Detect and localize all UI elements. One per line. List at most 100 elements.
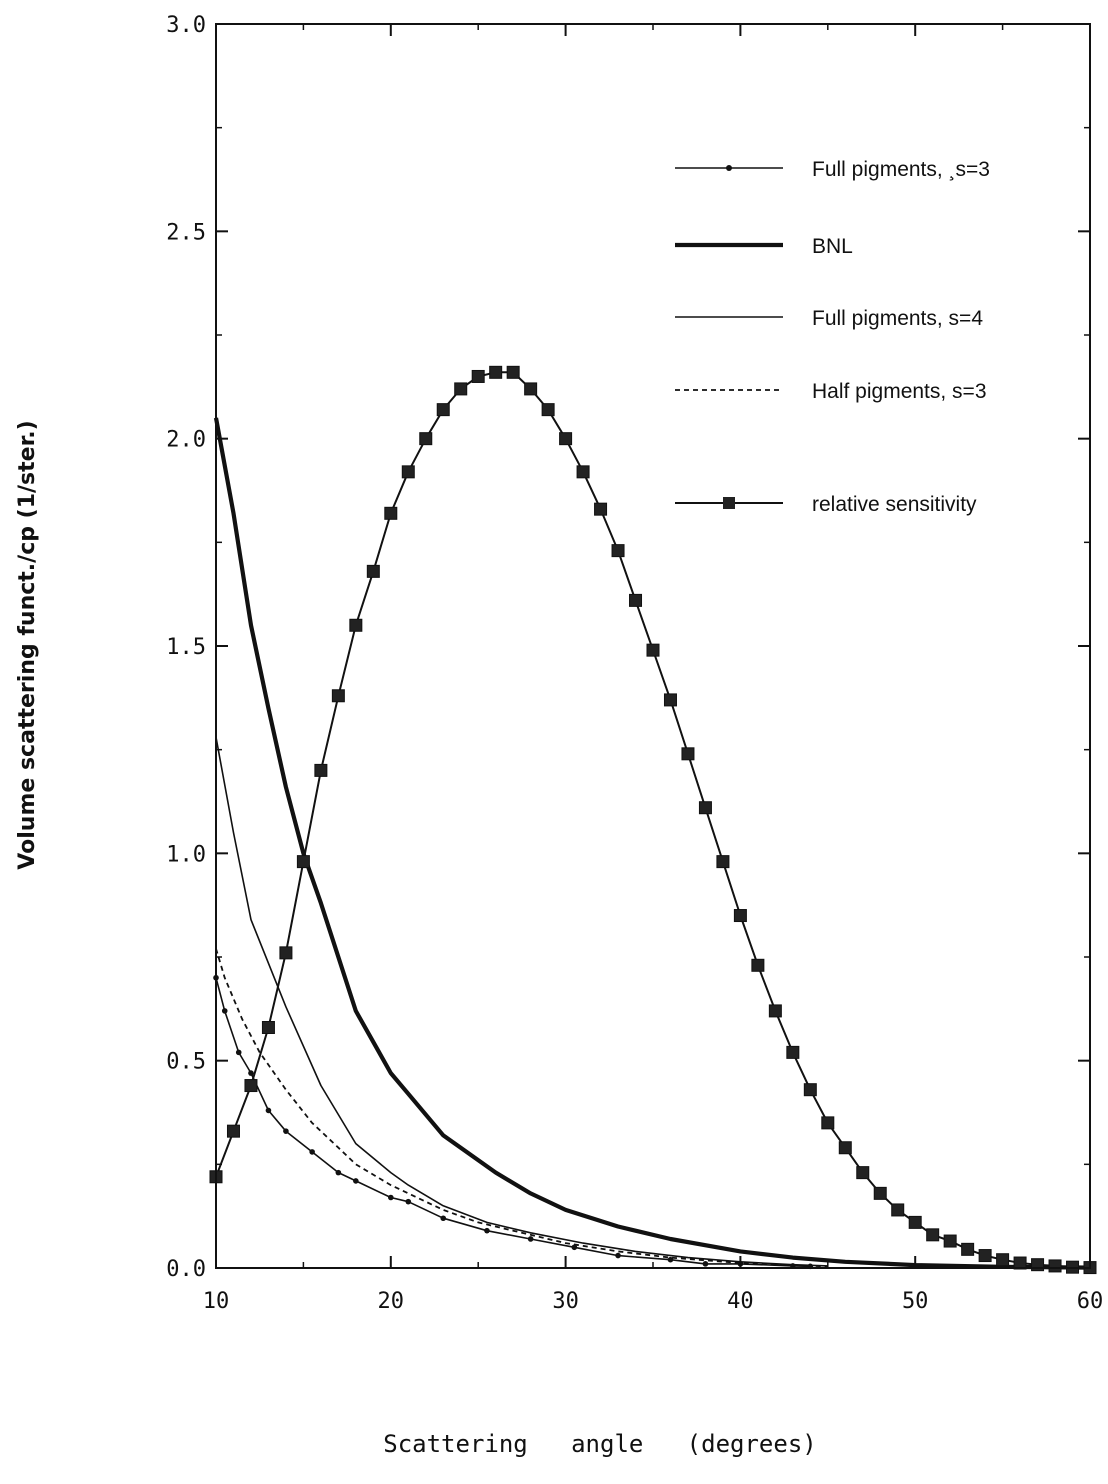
- x-tick-label: 20: [378, 1289, 405, 1314]
- data-point-square: [978, 1249, 992, 1263]
- y-tick-label: 3.0: [166, 13, 206, 38]
- data-point-dot: [615, 1252, 621, 1259]
- data-point-square: [489, 365, 503, 379]
- data-point-dot: [353, 1178, 359, 1184]
- data-point-dot: [484, 1227, 490, 1234]
- data-point-square: [821, 1116, 835, 1130]
- data-point-square: [349, 618, 363, 632]
- legend-label: Full pigments, ¸s=3: [812, 158, 990, 181]
- data-point-square: [1013, 1256, 1027, 1270]
- data-point-dot: [283, 1128, 289, 1134]
- legend-item: BNL: [675, 235, 853, 258]
- data-point-square: [471, 369, 485, 383]
- data-point-square: [454, 382, 468, 396]
- data-point-square: [996, 1253, 1010, 1267]
- legend: Full pigments, ¸s=3 BNL Full pigments, s=4…: [675, 158, 990, 516]
- data-point-dot: [309, 1149, 315, 1155]
- data-point-dot: [248, 1070, 254, 1076]
- data-point-square: [786, 1045, 800, 1059]
- series-line: [213, 417, 1091, 1270]
- data-point-square: [401, 465, 415, 479]
- data-point-square: [279, 946, 293, 960]
- series-line: [215, 977, 811, 1268]
- data-point-square: [436, 403, 450, 417]
- y-tick-label: 1.5: [166, 635, 206, 660]
- data-point-square: [891, 1203, 905, 1217]
- data-point-square: [698, 801, 712, 815]
- data-point-square: [646, 643, 660, 657]
- series-3: [215, 948, 828, 1268]
- data-point-dot: [527, 1236, 534, 1242]
- data-point-square: [244, 1079, 258, 1093]
- data-point-square: [663, 693, 677, 707]
- legend-item: Full pigments, ¸s=3: [675, 158, 990, 181]
- data-point-square: [629, 593, 643, 607]
- data-point-square: [681, 747, 695, 761]
- data-point-dot: [571, 1244, 578, 1251]
- x-tick-label: 60: [1077, 1289, 1104, 1314]
- legend-item: Half pigments, s=3: [675, 380, 987, 403]
- y-tick-label: 0.5: [166, 1050, 206, 1075]
- data-point-dot: [702, 1261, 709, 1267]
- data-point-square: [261, 1020, 275, 1034]
- series-layer: [209, 365, 1097, 1275]
- series-0: [213, 974, 814, 1270]
- data-point-dot: [667, 1256, 674, 1263]
- legend-label: BNL: [812, 235, 853, 258]
- y-tick-label: 2.0: [166, 428, 206, 453]
- data-point-square: [908, 1215, 922, 1229]
- data-point-dot: [221, 1008, 228, 1014]
- x-axis-title: Scattering angle (degrees): [383, 1430, 816, 1458]
- y-tick-label: 0.0: [166, 1257, 206, 1282]
- y-tick-label: 2.5: [166, 220, 206, 245]
- data-point-square: [524, 382, 538, 396]
- data-point-square: [541, 403, 555, 417]
- data-point-square: [331, 689, 345, 703]
- data-point-square: [594, 502, 608, 516]
- data-point-square: [926, 1228, 940, 1242]
- data-point-square: [419, 432, 433, 446]
- series-line: [215, 948, 828, 1268]
- data-point-square: [366, 564, 380, 578]
- data-point-dot: [388, 1194, 394, 1201]
- legend-label: relative sensitivity: [812, 493, 977, 516]
- legend-item: relative sensitivity: [675, 493, 977, 516]
- data-point-square: [856, 1166, 870, 1180]
- data-point-dot: [265, 1107, 272, 1114]
- data-point-square: [576, 465, 590, 479]
- data-point-square: [873, 1186, 887, 1200]
- series-4: [209, 365, 1097, 1275]
- series-2: [215, 737, 828, 1267]
- data-point-square: [751, 958, 765, 972]
- data-point-square: [506, 365, 520, 379]
- x-tick-label: 40: [727, 1289, 754, 1314]
- data-point-dot: [405, 1198, 412, 1205]
- x-tick-label: 30: [552, 1289, 579, 1314]
- legend-marker: [726, 165, 732, 171]
- data-point-square: [384, 506, 398, 520]
- data-point-square: [768, 1004, 782, 1018]
- data-point-square: [314, 763, 328, 777]
- series-line: [215, 737, 828, 1267]
- data-point-square: [733, 909, 747, 923]
- legend-label: Half pigments, s=3: [812, 380, 987, 403]
- y-tick-label: 1.0: [166, 842, 206, 867]
- data-point-square: [559, 432, 573, 446]
- data-point-square: [226, 1124, 240, 1138]
- legend-label: Full pigments, s=4: [812, 307, 983, 330]
- legend-item: Full pigments, s=4: [675, 307, 983, 330]
- data-point-square: [296, 855, 310, 869]
- legend-marker: [723, 497, 735, 509]
- ticks-layer: 10 20 30 40 50 60 0.0 0.5 1.0 1.5 2.0 2.5 3.0: [166, 13, 1103, 1314]
- series-1: [213, 417, 1091, 1270]
- data-point-square: [611, 544, 625, 558]
- data-point-square: [716, 855, 730, 869]
- x-tick-label: 10: [203, 1289, 230, 1314]
- data-point-square: [838, 1141, 852, 1155]
- y-axis-title: Volume scattering funct./cp (1/ster.): [15, 420, 40, 869]
- data-point-dot: [440, 1215, 447, 1222]
- data-point-square: [1048, 1259, 1062, 1273]
- data-point-square: [803, 1083, 817, 1097]
- data-point-square: [961, 1242, 975, 1256]
